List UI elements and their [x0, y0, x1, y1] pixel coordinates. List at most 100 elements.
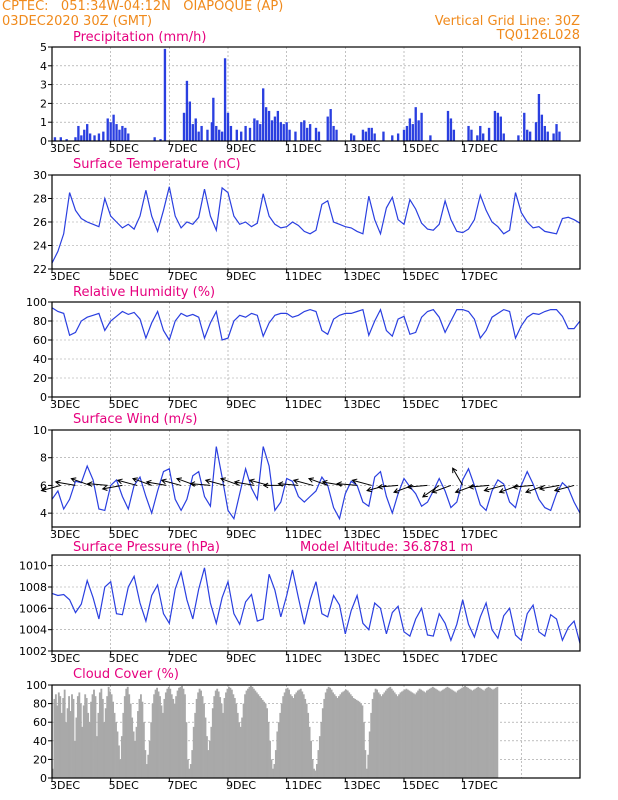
x-tick-label: 5DEC	[109, 398, 139, 411]
cloud-bar	[285, 688, 288, 778]
cloud-bar	[131, 717, 134, 778]
wind-arrow	[233, 479, 255, 486]
precip-bar	[210, 122, 214, 141]
cloud-bar	[263, 701, 266, 778]
cloud-bar	[313, 768, 315, 778]
cloud-bar	[276, 731, 279, 778]
cloud-bar	[72, 698, 75, 778]
precip-bar	[546, 131, 549, 141]
wind-arrow	[406, 483, 428, 490]
precip-bar	[65, 139, 68, 141]
cloud-bar	[373, 692, 376, 778]
cloud-bar	[153, 694, 156, 778]
cloud-bar	[321, 708, 324, 778]
x-tick-label: 13DEC	[343, 528, 380, 541]
cloud-bar	[119, 759, 122, 778]
cloud-bar	[389, 686, 392, 778]
precip-bar	[329, 109, 332, 141]
cloud-bar	[125, 688, 128, 778]
precip-bar	[446, 110, 450, 141]
cloud-bar	[294, 694, 296, 778]
cloud-bar	[286, 687, 289, 778]
wind-arrow	[525, 484, 545, 494]
cloud-bar	[475, 687, 478, 778]
cloud-bar	[220, 703, 223, 778]
precip-bar	[517, 135, 520, 141]
cloud-bar	[374, 688, 377, 778]
x-tick-label: 13DEC	[343, 270, 380, 283]
cloud-bar	[75, 717, 78, 778]
cloud-bar	[442, 689, 444, 778]
y-tick-label: 30	[33, 169, 47, 182]
panel-wind: 4 6 8 10 3DEC 5DEC 7DEC 9DEC 11DEC 13DEC 15DEC 17DE…	[33, 412, 581, 541]
cloud-bar	[288, 689, 290, 778]
x-tick-label: 9DEC	[226, 142, 256, 155]
wind-arrow	[116, 478, 138, 486]
precip-bar	[194, 118, 197, 141]
cloud-bar	[292, 698, 295, 778]
cloud-bar	[235, 703, 238, 778]
cloud-bar	[222, 712, 224, 778]
cloud-bar	[411, 692, 414, 778]
x-tick-label: 17DEC	[461, 779, 498, 792]
precip-bar	[267, 110, 271, 141]
cloud-bar	[364, 750, 367, 778]
cloud-bar	[170, 694, 173, 778]
cloud-bar	[486, 687, 488, 778]
cloud-bar	[302, 694, 305, 778]
y-tick-label: 0	[40, 772, 47, 785]
cloud-bar	[261, 699, 264, 778]
cloud-bar	[206, 736, 208, 778]
x-tick-label: 11DEC	[285, 398, 322, 411]
cloud-bar	[266, 708, 268, 778]
x-tick-label: 11DEC	[285, 779, 322, 792]
panel-frame	[51, 429, 581, 528]
cloud-bar	[421, 690, 424, 778]
wind-title: Surface Wind (m/s)	[73, 412, 197, 427]
precip-bar	[523, 112, 526, 141]
wind-arrow	[189, 481, 211, 487]
cloud-bar	[53, 698, 56, 778]
cloud-bar	[250, 685, 252, 778]
cloud-bar	[461, 687, 464, 778]
y-tick-label: 1	[40, 116, 47, 129]
cloud-bar	[333, 694, 336, 778]
cloud-bar	[377, 692, 380, 778]
cloud-bar	[493, 688, 496, 778]
cloud-bar	[387, 687, 390, 778]
cloud-bar	[100, 688, 103, 778]
cloud-bar	[211, 708, 214, 778]
pressure-title: Surface Pressure (hPa)	[73, 540, 220, 555]
precip-bar	[206, 129, 209, 141]
pressure-series-line	[51, 567, 581, 644]
header-grid-note: Vertical Grid Line: 30Z	[434, 14, 580, 29]
cloud-bar	[103, 722, 106, 778]
cloud-bar	[456, 690, 459, 778]
precip-bar	[218, 129, 221, 141]
cloud-bar	[160, 705, 163, 778]
precip-bar	[163, 48, 167, 141]
precip-bar	[197, 131, 200, 141]
cloud-bar	[110, 694, 113, 778]
precip-bar	[391, 135, 394, 141]
precip-bar	[83, 129, 86, 141]
cloud-bar	[88, 722, 91, 778]
precip-bar	[279, 122, 282, 141]
x-tick-label: 17DEC	[461, 398, 498, 411]
y-tick-label: 100	[26, 679, 47, 692]
cloud-bar	[255, 692, 258, 778]
wind-arrow	[292, 478, 314, 486]
x-tick-label: 15DEC	[402, 142, 439, 155]
x-tick-label: 11DEC	[285, 142, 322, 155]
cloud-bar	[330, 689, 333, 778]
cloud-bar	[401, 691, 403, 778]
cloud-bar	[489, 687, 491, 778]
cloud-bar	[81, 726, 84, 778]
cloud-bar	[402, 690, 405, 778]
panel-frame	[51, 46, 581, 142]
header-code: TQ0126L028	[496, 28, 580, 43]
cloud-bar	[57, 692, 60, 778]
precip-bar	[364, 131, 368, 141]
precip-bar	[124, 127, 127, 141]
cloud-bar	[354, 698, 356, 778]
